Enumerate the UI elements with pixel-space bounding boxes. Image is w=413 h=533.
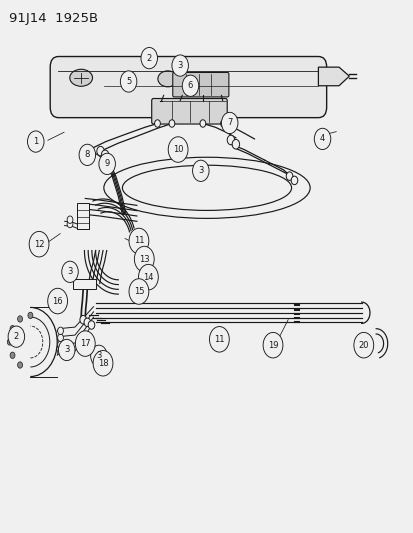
Text: 3: 3 [64, 345, 69, 354]
Circle shape [57, 348, 63, 356]
Text: 91J14  1925B: 91J14 1925B [9, 12, 98, 26]
Circle shape [285, 172, 292, 180]
Text: 10: 10 [173, 145, 183, 154]
Text: 5: 5 [126, 77, 131, 86]
Circle shape [313, 128, 330, 150]
Text: 9: 9 [104, 159, 109, 168]
Circle shape [171, 55, 188, 76]
Circle shape [67, 220, 73, 228]
Text: 8: 8 [84, 150, 90, 159]
FancyBboxPatch shape [172, 72, 228, 97]
Text: 13: 13 [139, 255, 149, 263]
Text: 11: 11 [214, 335, 224, 344]
Circle shape [134, 246, 154, 272]
Circle shape [182, 75, 198, 96]
Circle shape [129, 228, 148, 254]
Circle shape [138, 264, 158, 290]
Text: 2: 2 [14, 332, 19, 341]
Circle shape [58, 340, 75, 361]
Circle shape [97, 147, 104, 156]
Circle shape [57, 334, 63, 342]
Circle shape [199, 120, 205, 127]
Text: 4: 4 [319, 134, 324, 143]
Circle shape [192, 160, 209, 181]
Text: 6: 6 [188, 81, 193, 90]
FancyBboxPatch shape [50, 56, 326, 118]
Circle shape [10, 352, 15, 359]
Circle shape [141, 47, 157, 69]
Circle shape [79, 144, 95, 165]
Ellipse shape [157, 71, 177, 87]
Text: 17: 17 [80, 339, 90, 348]
Circle shape [154, 120, 160, 127]
Circle shape [221, 112, 237, 134]
Circle shape [99, 154, 115, 174]
Circle shape [101, 150, 109, 160]
Circle shape [29, 231, 49, 257]
Text: 11: 11 [133, 237, 144, 246]
Circle shape [62, 261, 78, 282]
Circle shape [90, 345, 107, 367]
Circle shape [10, 326, 15, 332]
Circle shape [18, 316, 22, 322]
Circle shape [18, 362, 22, 368]
Circle shape [57, 341, 63, 349]
Text: 2: 2 [146, 54, 152, 62]
Circle shape [353, 333, 373, 358]
Circle shape [84, 318, 90, 327]
Circle shape [209, 327, 229, 352]
Circle shape [80, 316, 86, 324]
Text: 7: 7 [226, 118, 232, 127]
Polygon shape [318, 67, 349, 86]
Circle shape [227, 135, 234, 145]
Circle shape [169, 120, 174, 127]
Text: 19: 19 [267, 341, 278, 350]
Text: 1: 1 [33, 137, 38, 146]
Text: 12: 12 [34, 240, 44, 249]
Circle shape [129, 279, 148, 304]
Circle shape [93, 351, 113, 376]
Circle shape [232, 140, 239, 149]
Circle shape [57, 327, 63, 335]
Circle shape [8, 326, 24, 348]
Circle shape [28, 312, 33, 319]
Circle shape [67, 216, 73, 223]
Text: 20: 20 [358, 341, 368, 350]
Circle shape [220, 120, 226, 127]
Text: 3: 3 [67, 268, 73, 276]
Circle shape [47, 288, 67, 314]
Circle shape [168, 137, 188, 163]
FancyBboxPatch shape [151, 99, 227, 124]
Text: 16: 16 [52, 296, 63, 305]
Text: 3: 3 [198, 166, 203, 175]
Circle shape [75, 331, 95, 357]
Text: 14: 14 [143, 273, 153, 281]
Text: 15: 15 [133, 287, 144, 296]
Bar [77, 203, 88, 229]
Text: 3: 3 [96, 351, 101, 360]
Text: 3: 3 [177, 61, 183, 70]
Circle shape [290, 176, 297, 184]
Circle shape [7, 339, 12, 345]
Bar [73, 279, 95, 289]
Circle shape [27, 131, 44, 152]
Text: 18: 18 [97, 359, 108, 368]
Circle shape [120, 71, 137, 92]
Circle shape [88, 321, 95, 329]
Ellipse shape [70, 69, 92, 86]
Circle shape [263, 333, 282, 358]
